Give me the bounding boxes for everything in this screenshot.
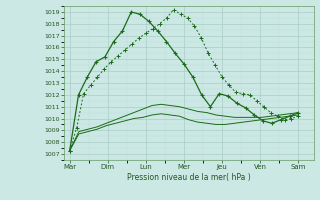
X-axis label: Pression niveau de la mer( hPa ): Pression niveau de la mer( hPa ) bbox=[127, 173, 251, 182]
